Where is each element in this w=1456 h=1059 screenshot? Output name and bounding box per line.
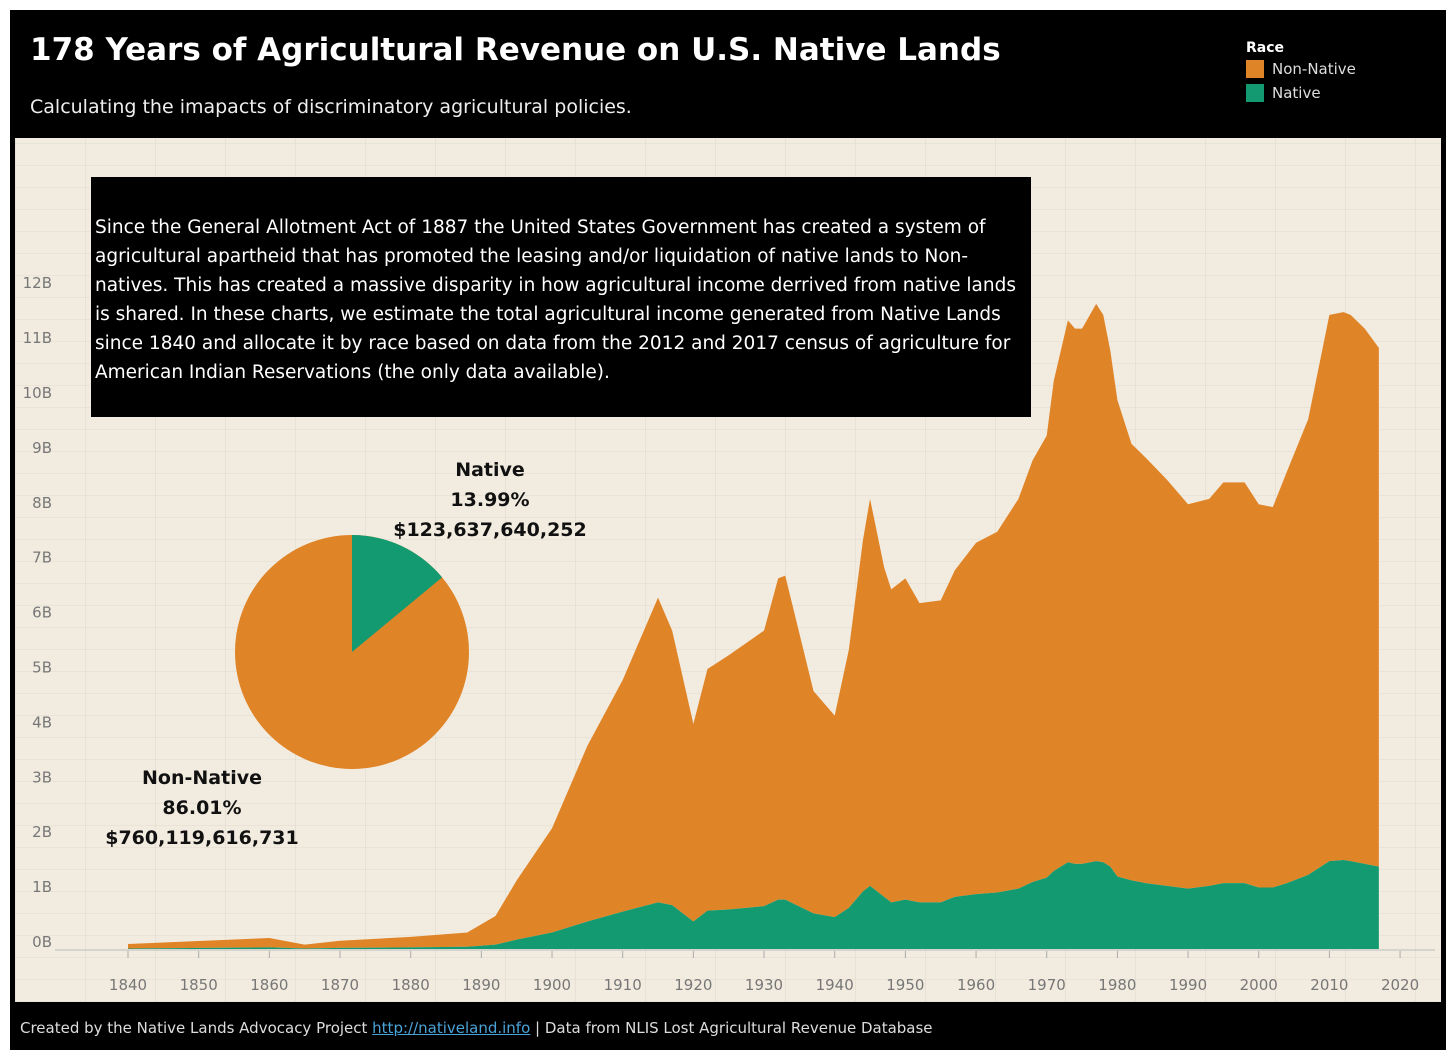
pie-label-pct: 86.01% [162,797,242,819]
pie-label-native: Native 13.99% $123,637,640,252 [385,455,595,545]
y-tick-label: 2B [32,823,52,841]
dashboard-frame: 178 Years of Agricultural Revenue on U.S… [10,10,1446,1050]
footer-credit: Created by the Native Lands Advocacy Pro… [20,1019,373,1037]
y-tick-label: 4B [32,713,52,731]
y-tick-label: 6B [32,604,52,622]
footer: Created by the Native Lands Advocacy Pro… [20,1019,933,1037]
legend-label: Non-Native [1272,60,1356,78]
chart-panel: 0B 1B 2B 3B 4B 5B 6B 7B 8B 9B 10B 11B 12B 1840 1850 186… [15,138,1441,1002]
pie-label-pct: 13.99% [450,489,530,511]
legend-title: Race [1246,40,1285,56]
legend: Race Non-Native Native [1246,40,1356,108]
legend-swatch-native [1246,84,1264,102]
x-tick-label: 1870 [321,976,359,994]
y-tick-label: 0B [32,933,52,951]
area-native [128,860,1379,949]
x-tick-label: 1840 [109,976,147,994]
x-tick-label: 1960 [957,976,995,994]
x-tick-label: 1940 [816,976,854,994]
x-tick-label: 1910 [604,976,642,994]
footer-source: | Data from NLIS Lost Agricultural Reven… [530,1019,933,1037]
pie-label-name: Native [455,459,525,481]
x-tick-label: 1850 [180,976,218,994]
footer-link[interactable]: http://nativeland.info [372,1019,531,1037]
x-tick-label: 1860 [250,976,288,994]
pie-label-amount: $123,637,640,252 [393,519,587,541]
x-tick-label: 1900 [533,976,571,994]
x-tick-label: 1930 [745,976,783,994]
area-non-native [128,303,1379,949]
y-tick-label: 7B [32,549,52,567]
y-tick-label: 12B [23,274,52,292]
x-tick-label: 2020 [1381,976,1419,994]
description-box: Since the General Allotment Act of 1887 … [91,177,1031,417]
area-chart: 0B 1B 2B 3B 4B 5B 6B 7B 8B 9B 10B 11B 12B 1840 1850 186… [23,274,1435,994]
x-tick-label: 1880 [392,976,430,994]
y-tick-label: 10B [23,384,52,402]
pie-label-name: Non-Native [142,767,262,789]
legend-label: Native [1272,84,1321,102]
x-tick-label: 1990 [1169,976,1207,994]
x-tick-label: 1950 [886,976,924,994]
x-tick-label: 1920 [674,976,712,994]
legend-item-native[interactable]: Native [1246,84,1356,102]
x-tick-label: 1980 [1098,976,1136,994]
page-subtitle: Calculating the imapacts of discriminato… [30,96,632,118]
x-tick-label: 1970 [1028,976,1066,994]
y-tick-label: 11B [23,329,52,347]
legend-item-non-native[interactable]: Non-Native [1246,60,1356,78]
y-tick-label: 5B [32,659,52,677]
y-tick-label: 3B [32,768,52,786]
x-tick-label: 2000 [1240,976,1278,994]
x-tick-label: 2010 [1310,976,1348,994]
pie-label-amount: $760,119,616,731 [105,827,299,849]
y-tick-label: 9B [32,439,52,457]
pie-slice-native [352,535,443,652]
page-title: 178 Years of Agricultural Revenue on U.S… [30,32,1001,68]
x-tick-label: 1890 [462,976,500,994]
y-tick-label: 1B [32,878,52,896]
legend-swatch-non-native [1246,60,1264,78]
pie-label-non-native: Non-Native 86.01% $760,119,616,731 [97,763,307,853]
y-tick-label: 8B [32,494,52,512]
